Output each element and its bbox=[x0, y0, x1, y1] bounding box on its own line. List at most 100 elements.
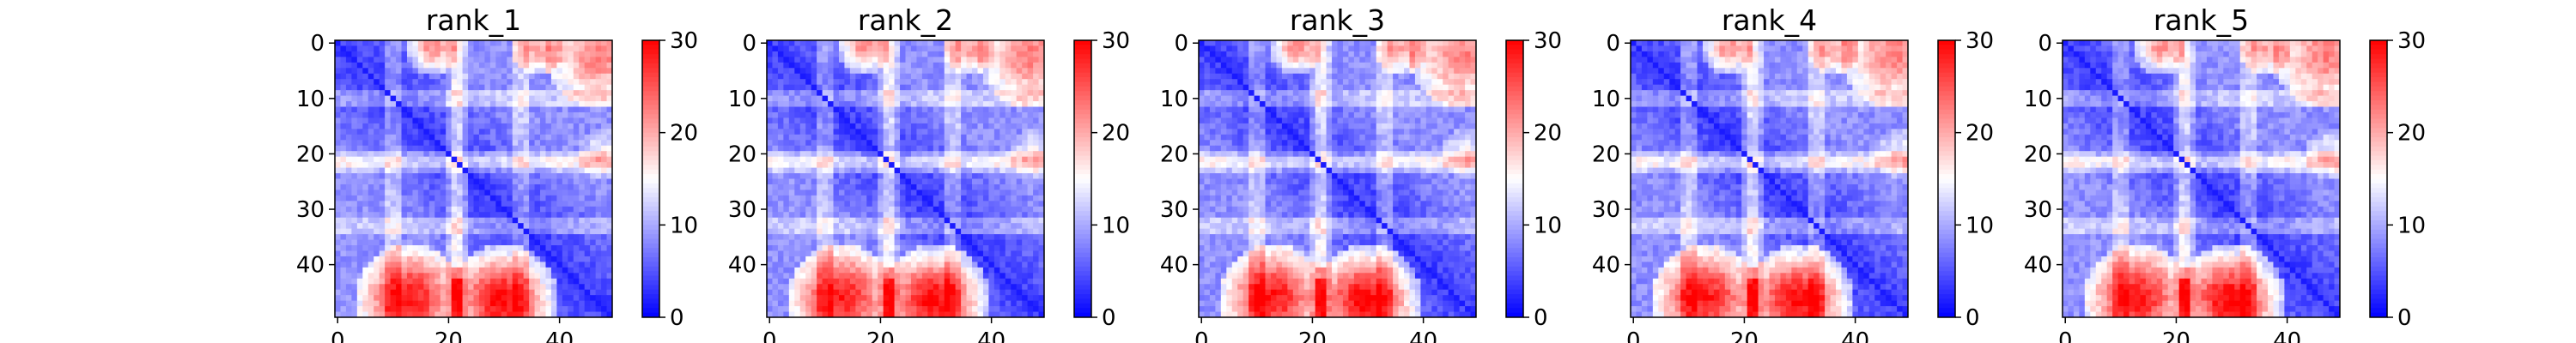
heatmap-cell bbox=[1028, 196, 1034, 202]
heatmap-cell bbox=[479, 290, 485, 296]
heatmap-cell bbox=[1005, 301, 1012, 307]
heatmap-cell bbox=[916, 157, 922, 163]
heatmap-cell bbox=[440, 306, 447, 312]
heatmap-cell bbox=[346, 63, 352, 69]
heatmap-cell bbox=[855, 218, 861, 224]
heatmap-cell bbox=[407, 168, 413, 174]
heatmap-cell bbox=[950, 151, 956, 157]
heatmap-cell bbox=[956, 179, 962, 185]
heatmap-cell bbox=[950, 146, 956, 152]
heatmap-cell bbox=[529, 101, 535, 107]
heatmap-cell bbox=[412, 196, 418, 202]
heatmap-cell bbox=[407, 162, 413, 168]
heatmap-cell bbox=[423, 196, 429, 202]
heatmap-cell bbox=[1022, 284, 1028, 290]
heatmap-cell bbox=[374, 295, 380, 301]
heatmap-cell bbox=[524, 273, 530, 279]
heatmap-cell bbox=[977, 256, 983, 262]
heatmap-cell bbox=[900, 85, 906, 91]
heatmap-cell bbox=[535, 196, 541, 202]
heatmap-cell bbox=[474, 190, 480, 196]
heatmap-cell bbox=[994, 123, 1000, 129]
heatmap-cell bbox=[452, 279, 458, 285]
heatmap-cell bbox=[346, 301, 352, 307]
heatmap-cell bbox=[900, 262, 906, 268]
heatmap-cell bbox=[939, 63, 945, 69]
heatmap-cell bbox=[977, 151, 983, 157]
heatmap-cell bbox=[484, 74, 490, 80]
heatmap-cell bbox=[501, 68, 507, 74]
heatmap-cell bbox=[524, 107, 530, 113]
heatmap-cell bbox=[585, 250, 591, 256]
heatmap-cell bbox=[916, 146, 922, 152]
heatmap-cell bbox=[351, 245, 357, 251]
heatmap-cell bbox=[834, 245, 840, 251]
heatmap-cell bbox=[335, 63, 341, 69]
heatmap-cell bbox=[529, 85, 535, 91]
heatmap-cell bbox=[844, 68, 850, 74]
heatmap-cell bbox=[396, 279, 402, 285]
colorbar-segment bbox=[642, 197, 659, 202]
heatmap-cell bbox=[490, 168, 496, 174]
heatmap-cell bbox=[999, 250, 1005, 256]
heatmap-cell bbox=[1022, 146, 1028, 152]
heatmap-cell bbox=[368, 223, 374, 229]
heatmap-cell bbox=[463, 229, 469, 235]
heatmap-cell bbox=[823, 284, 829, 290]
heatmap-cell bbox=[556, 212, 562, 218]
heatmap-cell bbox=[556, 129, 562, 135]
heatmap-cell bbox=[828, 123, 834, 129]
heatmap-cell bbox=[895, 151, 901, 157]
heatmap-cell bbox=[933, 63, 939, 69]
heatmap-cell bbox=[933, 229, 939, 235]
heatmap-cell bbox=[1022, 240, 1028, 246]
heatmap-cell bbox=[423, 79, 429, 85]
heatmap-cell bbox=[916, 51, 922, 57]
heatmap-cell bbox=[861, 101, 867, 107]
heatmap-cell bbox=[950, 279, 956, 285]
heatmap-cell bbox=[407, 79, 413, 85]
heatmap-cell bbox=[513, 40, 519, 46]
heatmap-cell bbox=[501, 207, 507, 213]
heatmap-cell bbox=[906, 173, 912, 179]
heatmap-cell bbox=[507, 63, 513, 69]
heatmap-cell bbox=[507, 57, 513, 63]
heatmap-cell bbox=[922, 173, 928, 179]
heatmap-cell bbox=[501, 140, 507, 146]
heatmap-cell bbox=[999, 240, 1005, 246]
heatmap-cell bbox=[474, 123, 480, 129]
heatmap-cell bbox=[585, 279, 591, 285]
heatmap-cell bbox=[778, 112, 784, 118]
heatmap-cell bbox=[380, 190, 386, 196]
heatmap-cell bbox=[385, 129, 391, 135]
heatmap-cell bbox=[977, 184, 983, 190]
colorbar-segment bbox=[642, 267, 659, 272]
heatmap-cell bbox=[772, 40, 778, 46]
heatmap-cell bbox=[357, 85, 363, 91]
heatmap-cell bbox=[457, 45, 463, 51]
heatmap-cell bbox=[501, 135, 507, 141]
heatmap-cell bbox=[568, 162, 574, 168]
heatmap-cell bbox=[783, 268, 789, 274]
heatmap-cell bbox=[789, 117, 795, 123]
heatmap-cell bbox=[1017, 218, 1023, 224]
heatmap-cell bbox=[440, 63, 447, 69]
heatmap-cell bbox=[468, 135, 474, 141]
heatmap-cell bbox=[933, 135, 939, 141]
heatmap-cell bbox=[911, 201, 917, 207]
heatmap-cell bbox=[507, 212, 513, 218]
heatmap-cell bbox=[1011, 295, 1017, 301]
heatmap-cell bbox=[999, 135, 1005, 141]
heatmap-cell bbox=[922, 135, 928, 141]
heatmap-cell bbox=[545, 117, 551, 123]
heatmap-cell bbox=[861, 135, 867, 141]
heatmap-cell bbox=[495, 96, 501, 102]
heatmap-cell bbox=[889, 273, 895, 279]
heatmap-cell bbox=[457, 79, 463, 85]
heatmap-cell bbox=[927, 40, 933, 46]
heatmap-cell bbox=[402, 74, 408, 80]
heatmap-cell bbox=[396, 290, 402, 296]
heatmap-cell bbox=[972, 262, 978, 268]
heatmap-cell bbox=[418, 290, 424, 296]
heatmap-cell bbox=[922, 184, 928, 190]
